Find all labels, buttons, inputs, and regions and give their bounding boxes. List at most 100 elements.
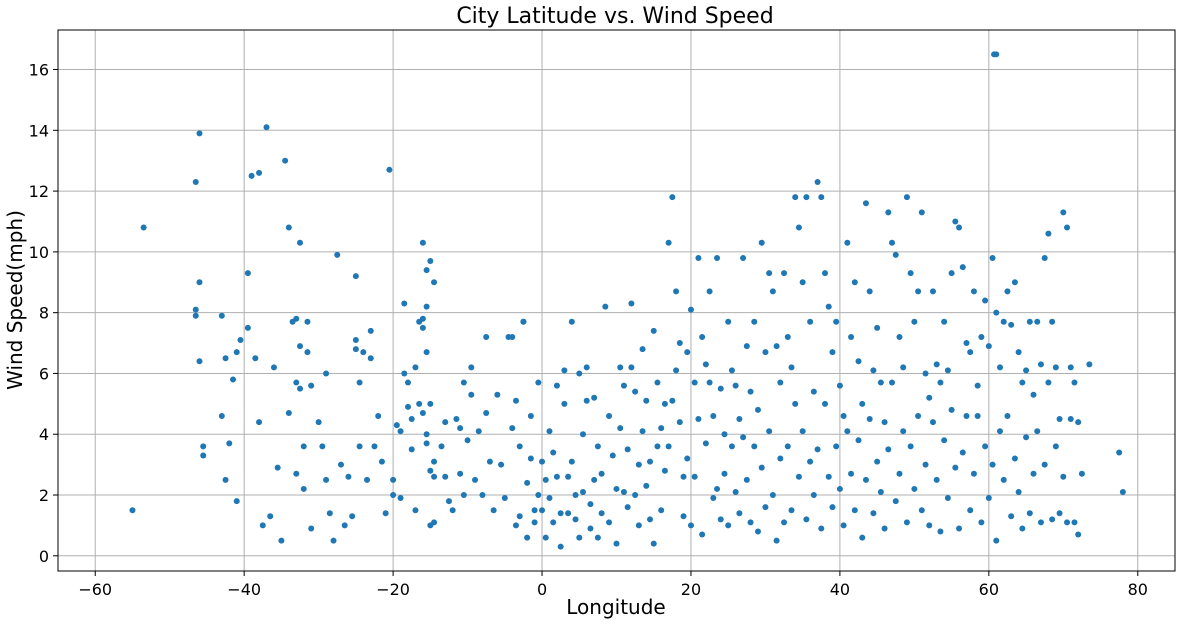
scatter-point xyxy=(576,534,583,541)
scatter-point xyxy=(248,172,255,179)
x-tick-label: 80 xyxy=(1128,580,1148,599)
scatter-point xyxy=(978,519,985,526)
scatter-point xyxy=(948,406,955,413)
scatter-point xyxy=(531,507,538,514)
scatter-point xyxy=(687,522,694,529)
scatter-point xyxy=(561,367,568,374)
scatter-point xyxy=(509,425,516,432)
scatter-point xyxy=(256,419,263,426)
scatter-point xyxy=(892,498,899,505)
scatter-point xyxy=(512,522,519,529)
scatter-point xyxy=(591,394,598,401)
scatter-point xyxy=(822,270,829,277)
scatter-point xyxy=(192,306,199,313)
scatter-point xyxy=(900,364,907,371)
x-tick-label: −20 xyxy=(376,580,410,599)
scatter-point xyxy=(632,388,639,395)
scatter-point xyxy=(501,495,508,502)
scatter-point xyxy=(963,340,970,347)
scatter-point xyxy=(453,416,460,423)
scatter-point xyxy=(877,488,884,495)
scatter-point xyxy=(196,130,203,137)
scatter-point xyxy=(546,428,553,435)
scatter-point xyxy=(464,437,471,444)
scatter-point xyxy=(259,522,266,529)
scatter-point xyxy=(431,473,438,480)
scatter-point xyxy=(568,318,575,325)
scatter-point xyxy=(427,400,434,407)
scatter-point xyxy=(460,379,467,386)
scatter-point xyxy=(982,443,989,450)
scatter-point xyxy=(900,428,907,435)
scatter-point xyxy=(401,370,408,377)
scatter-point xyxy=(915,288,922,295)
scatter-point xyxy=(297,385,304,392)
scatter-point xyxy=(896,333,903,340)
scatter-point xyxy=(323,370,330,377)
scatter-point xyxy=(866,416,873,423)
scatter-point xyxy=(1037,519,1044,526)
scatter-point xyxy=(680,513,687,520)
scatter-point xyxy=(699,531,706,538)
scatter-point xyxy=(267,513,274,520)
scatter-point xyxy=(1071,379,1078,386)
scatter-point xyxy=(732,382,739,389)
scatter-point xyxy=(341,522,348,529)
scatter-point xyxy=(356,443,363,450)
scatter-point xyxy=(710,412,717,419)
scatter-point xyxy=(419,315,426,322)
scatter-point xyxy=(941,318,948,325)
scatter-point xyxy=(345,473,352,480)
scatter-point xyxy=(632,492,639,499)
scatter-point xyxy=(922,370,929,377)
scatter-point xyxy=(766,428,773,435)
y-tick-label: 6 xyxy=(39,364,49,383)
scatter-point xyxy=(218,312,225,319)
scatter-point xyxy=(684,455,691,462)
scatter-point xyxy=(948,270,955,277)
scatter-point xyxy=(431,519,438,526)
scatter-point xyxy=(635,461,642,468)
axis-ticks: −60 −40 −20 0 20 40 60 80 0 2 4 6 8 10 12 14 16 xyxy=(29,61,1148,599)
scatter-point xyxy=(848,470,855,477)
scatter-point xyxy=(542,534,549,541)
scatter-point xyxy=(304,318,311,325)
scatter-point xyxy=(870,510,877,517)
scatter-point xyxy=(1023,434,1030,441)
scatter-point xyxy=(769,492,776,499)
scatter-point xyxy=(941,437,948,444)
scatter-point xyxy=(993,51,1000,58)
scatter-point xyxy=(907,270,914,277)
scatter-point xyxy=(647,516,654,523)
scatter-point xyxy=(602,303,609,310)
scatter-point xyxy=(784,333,791,340)
scatter-point xyxy=(360,349,367,356)
scatter-point xyxy=(714,485,721,492)
y-axis-label: Wind Speed(mph) xyxy=(3,210,27,390)
scatter-point xyxy=(907,443,914,450)
scatter-point xyxy=(442,473,449,480)
scatter-point xyxy=(758,464,765,471)
scatter-point xyxy=(956,525,963,532)
scatter-point xyxy=(922,461,929,468)
scatter-point xyxy=(1030,391,1037,398)
scatter-point xyxy=(606,412,613,419)
scatter-point xyxy=(274,464,281,471)
scatter-point xyxy=(416,400,423,407)
scatter-point xyxy=(903,519,910,526)
chart-title: City Latitude vs. Wind Speed xyxy=(456,4,773,29)
scatter-point xyxy=(233,498,240,505)
scatter-point xyxy=(747,388,754,395)
scatter-point xyxy=(993,309,1000,316)
scatter-point xyxy=(457,425,464,432)
scatter-point xyxy=(643,482,650,489)
scatter-point xyxy=(818,525,825,532)
scatter-point xyxy=(390,492,397,499)
scatter-point xyxy=(978,333,985,340)
scatter-point xyxy=(1037,361,1044,368)
scatter-point xyxy=(192,312,199,319)
scatter-point xyxy=(293,379,300,386)
grid-lines xyxy=(58,30,1175,571)
scatter-point xyxy=(743,343,750,350)
scatter-point xyxy=(665,239,672,246)
